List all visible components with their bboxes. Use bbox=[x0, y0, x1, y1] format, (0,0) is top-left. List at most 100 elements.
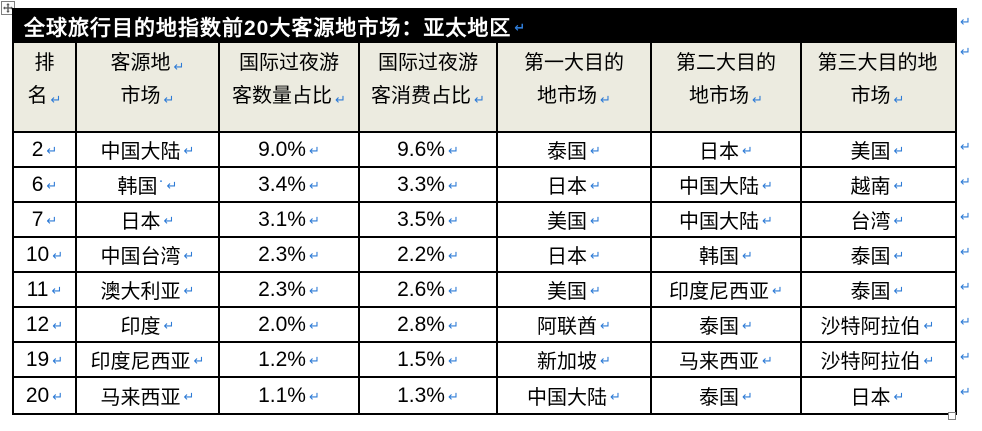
third-destination-cell[interactable]: 美国 ↵ bbox=[802, 133, 953, 166]
cell-end-mark-icon: ↵ bbox=[447, 179, 459, 194]
visitor-share-cell[interactable]: 2.0% ↵ bbox=[220, 308, 360, 341]
cell-end-mark-icon: ↵ bbox=[590, 249, 601, 264]
visitor-share-cell[interactable]: 1.2% ↵ bbox=[220, 343, 360, 376]
second-destination-cell[interactable]: 泰国 ↵ bbox=[652, 378, 802, 413]
first-destination-cell[interactable]: 日本 ↵ bbox=[498, 168, 652, 201]
cell-text: 泰国 bbox=[699, 316, 740, 338]
row-end-mark-icon: ↵ bbox=[960, 45, 971, 60]
source-market-cell[interactable]: 澳大利亚 ↵ bbox=[77, 273, 220, 306]
cell-text: 12 bbox=[25, 312, 50, 336]
column-header-spend-share[interactable]: 国际过夜游 客消费占比 ↵ bbox=[360, 43, 498, 131]
spend-share-cell[interactable]: 2.8% ↵ bbox=[360, 308, 498, 341]
visitor-share-cell[interactable]: 2.3% ↵ bbox=[220, 238, 360, 271]
source-market-cell[interactable]: 日本 ↵ bbox=[77, 203, 220, 236]
cell-text: 2.6% bbox=[397, 277, 445, 301]
second-destination-cell[interactable]: 中国大陆 ↵ bbox=[652, 203, 802, 236]
spend-share-cell[interactable]: 3.5% ↵ bbox=[360, 203, 498, 236]
spend-share-cell[interactable]: 9.6% ↵ bbox=[360, 133, 498, 166]
third-destination-cell[interactable]: 泰国 ↵ bbox=[802, 273, 953, 306]
first-destination-cell[interactable]: 美国 ↵ bbox=[498, 203, 652, 236]
cell-text: 泰国 bbox=[699, 387, 740, 409]
spend-share-cell[interactable]: 2.6% ↵ bbox=[360, 273, 498, 306]
source-market-cell[interactable]: 印度 ↵ bbox=[77, 308, 220, 341]
header-text: 市场 bbox=[850, 85, 891, 107]
cell-text: 美国 bbox=[547, 211, 588, 233]
cell-end-mark-icon: ↵ bbox=[308, 390, 320, 405]
destination-index-table: 全球旅行目的地指数前20大客源地市场：亚太地区 ↵ ↵ 排名↵客源地↵市场↵国际… bbox=[12, 8, 957, 415]
column-header-rank[interactable]: 排名 ↵ bbox=[14, 43, 77, 131]
second-destination-cell[interactable]: 日本 ↵ bbox=[652, 133, 802, 166]
cell-end-mark-icon: ↵ bbox=[590, 144, 601, 159]
second-destination-cell[interactable]: 印度尼西亚 ↵ bbox=[652, 273, 802, 306]
visitor-share-cell[interactable]: 3.1% ↵ bbox=[220, 203, 360, 236]
third-destination-cell[interactable]: 日本 ↵ bbox=[802, 378, 953, 413]
cell-end-mark-icon: ↵ bbox=[610, 390, 621, 405]
cell-text: 中国台湾 bbox=[100, 246, 181, 268]
move-arrows-icon bbox=[3, 3, 13, 13]
third-destination-cell[interactable]: 沙特阿拉伯 ↵ bbox=[802, 308, 953, 341]
rank-cell[interactable]: 20 ↵ bbox=[14, 378, 77, 413]
cell-end-mark-icon: ↵ bbox=[166, 179, 178, 194]
first-destination-cell[interactable]: 泰国 ↵ bbox=[498, 133, 652, 166]
spend-share-cell[interactable]: 3.3% ↵ bbox=[360, 168, 498, 201]
column-header-third-destination[interactable]: 第三大目的地 市场 ↵ bbox=[802, 43, 953, 131]
cell-end-mark-icon: ↵ bbox=[308, 354, 320, 369]
visitor-share-cell[interactable]: 3.4% ↵ bbox=[220, 168, 360, 201]
table-row: 11 ↵ 澳大利亚 ↵ 2.3% ↵ 2.6% ↵ 美国 ↵ 印度尼西亚 ↵ 泰国 ↵ bbox=[14, 273, 955, 308]
source-market-cell[interactable]: 中国大陆 ↵ bbox=[77, 133, 220, 166]
visitor-share-cell[interactable]: 9.0% ↵ bbox=[220, 133, 360, 166]
spend-share-cell[interactable]: 1.3% ↵ bbox=[360, 378, 498, 413]
cell-end-mark-icon: ↵ bbox=[308, 249, 320, 264]
third-destination-cell[interactable]: 泰国 ↵ bbox=[802, 238, 953, 271]
first-destination-cell[interactable]: 日本 ↵ bbox=[498, 238, 652, 271]
visitor-share-cell[interactable]: 1.1% ↵ bbox=[220, 378, 360, 413]
second-destination-cell[interactable]: 马来西亚 ↵ bbox=[652, 343, 802, 376]
spend-share-cell[interactable]: 1.5% ↵ bbox=[360, 343, 498, 376]
column-header-visitor-share[interactable]: 国际过夜游 客数量占比 ↵ bbox=[220, 43, 360, 131]
first-destination-cell[interactable]: 中国大陆 ↵ bbox=[498, 378, 652, 413]
cell-end-mark-icon: ↵ bbox=[447, 319, 459, 334]
header-text: 国际过夜游 bbox=[378, 52, 478, 74]
cell-end-mark-icon: ↵ bbox=[163, 214, 175, 229]
table-title-row[interactable]: 全球旅行目的地指数前20大客源地市场：亚太地区 ↵ ↵ bbox=[14, 10, 955, 43]
cell-text: 日本 bbox=[850, 387, 891, 409]
table-resize-handle[interactable] bbox=[948, 412, 956, 420]
rank-cell[interactable]: 10 ↵ bbox=[14, 238, 77, 271]
first-destination-cell[interactable]: 美国 ↵ bbox=[498, 273, 652, 306]
cell-end-mark-icon: ↵ bbox=[183, 249, 195, 264]
source-market-cell[interactable]: 马来西亚 ↵ bbox=[77, 378, 220, 413]
cell-end-mark-icon: ↵ bbox=[308, 284, 320, 299]
column-header-source-market[interactable]: 客源地 ↵ 市场 ↵ bbox=[77, 43, 220, 131]
cell-end-mark-icon: ↵ bbox=[447, 144, 459, 159]
column-header-second-destination[interactable]: 第二大目的 地市场 ↵ bbox=[652, 43, 802, 131]
rank-cell[interactable]: 7 ↵ bbox=[14, 203, 77, 236]
third-destination-cell[interactable]: 台湾 ↵ bbox=[802, 203, 953, 236]
rank-cell[interactable]: 19 ↵ bbox=[14, 343, 77, 376]
spend-share-cell[interactable]: 2.2% ↵ bbox=[360, 238, 498, 271]
header-text: 第一大目的 bbox=[524, 52, 624, 74]
second-destination-cell[interactable]: 泰国 ↵ bbox=[652, 308, 802, 341]
second-destination-cell[interactable]: 韩国 ↵ bbox=[652, 238, 802, 271]
cell-end-mark-icon: ↵ bbox=[447, 390, 459, 405]
column-header-first-destination[interactable]: 第一大目的 地市场 ↵ bbox=[498, 43, 652, 131]
cell-text: 1.1% bbox=[258, 383, 306, 407]
table-row: 2 ↵ 中国大陆 ↵ 9.0% ↵ 9.6% ↵ 泰国 ↵ 日本 ↵ 美国 ↵ bbox=[14, 133, 955, 168]
third-destination-cell[interactable]: 越南 ↵ bbox=[802, 168, 953, 201]
source-market-cell[interactable]: 中国台湾 ↵ bbox=[77, 238, 220, 271]
source-market-cell[interactable]: 韩国 · ↵ bbox=[77, 168, 220, 201]
rank-cell[interactable]: 2 ↵ bbox=[14, 133, 77, 166]
cell-text: 2.3% bbox=[258, 242, 306, 266]
rank-cell[interactable]: 12 ↵ bbox=[14, 308, 77, 341]
cell-end-mark-icon: ↵ bbox=[600, 319, 611, 334]
rank-cell[interactable]: 6 ↵ bbox=[14, 168, 77, 201]
first-destination-cell[interactable]: 新加坡 ↵ bbox=[498, 343, 652, 376]
first-destination-cell[interactable]: 阿联酋 ↵ bbox=[498, 308, 652, 341]
second-destination-cell[interactable]: 中国大陆 ↵ bbox=[652, 168, 802, 201]
cell-text: 印度尼西亚 bbox=[90, 351, 191, 373]
row-end-mark-icon: ↵ bbox=[960, 140, 971, 155]
table-row: 19 ↵ 印度尼西亚 ↵ 1.2% ↵ 1.5% ↵ 新加坡 ↵ 马来西亚 ↵ 沙特阿拉伯 ↵ bbox=[14, 343, 955, 378]
rank-cell[interactable]: 11 ↵ bbox=[14, 273, 77, 306]
source-market-cell[interactable]: 印度尼西亚 ↵ bbox=[77, 343, 220, 376]
visitor-share-cell[interactable]: 2.3% ↵ bbox=[220, 273, 360, 306]
third-destination-cell[interactable]: 沙特阿拉伯 ↵ bbox=[802, 343, 953, 376]
